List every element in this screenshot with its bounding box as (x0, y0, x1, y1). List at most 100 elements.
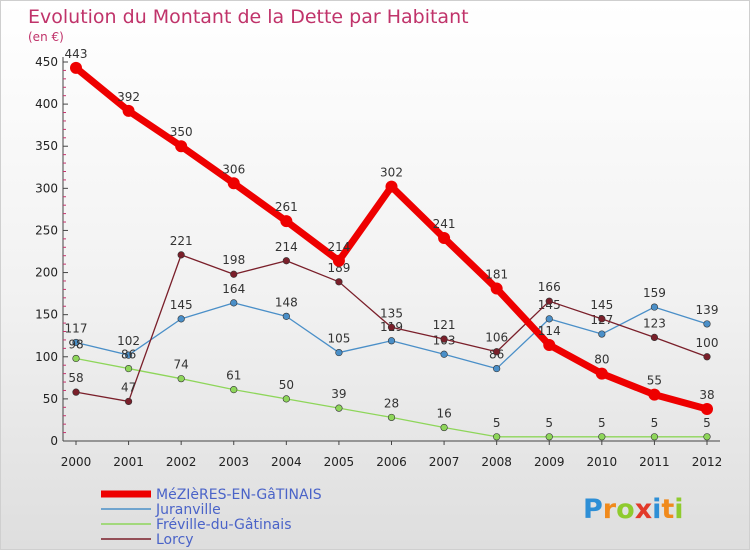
data-point (438, 232, 451, 245)
data-label: 135 (380, 306, 403, 320)
data-label: 58 (68, 371, 83, 385)
data-point (440, 335, 448, 343)
data-label: 164 (222, 282, 245, 296)
data-label: 302 (380, 166, 403, 180)
y-tick-label: 200 (35, 266, 58, 280)
x-tick-label: 2012 (692, 455, 723, 469)
data-point (230, 386, 238, 394)
data-label: 61 (226, 369, 241, 383)
data-point (282, 395, 290, 403)
legend-entry: MéZIèRES-EN-GâTINAIS (156, 487, 322, 503)
x-tick-label: 2004 (271, 455, 302, 469)
data-point (227, 177, 240, 190)
data-label: 350 (170, 125, 193, 139)
data-label: 5 (703, 416, 711, 430)
y-tick-label: 350 (35, 139, 58, 153)
x-tick-label: 2008 (481, 455, 512, 469)
series-1: 11710214516414810511910386145127159139 (65, 282, 719, 373)
data-point (72, 388, 80, 396)
data-point (595, 367, 608, 380)
data-point (280, 215, 293, 228)
logo-letter: o (616, 494, 635, 525)
data-label: 121 (433, 318, 456, 332)
data-point (177, 251, 185, 259)
data-point (493, 433, 501, 441)
y-tick-label: 250 (35, 223, 58, 237)
data-point (387, 323, 396, 331)
data-label: 74 (174, 358, 189, 372)
data-label: 392 (117, 90, 140, 104)
logo-letter: i (674, 494, 683, 525)
x-tick-label: 2007 (429, 455, 460, 469)
data-point (282, 257, 290, 265)
data-point (124, 351, 133, 359)
data-label: 5 (493, 416, 501, 430)
data-label: 100 (696, 336, 719, 350)
data-label: 221 (170, 234, 193, 248)
data-label: 145 (590, 298, 613, 312)
data-label: 105 (327, 332, 350, 346)
data-point (648, 388, 661, 401)
data-label: 39 (331, 387, 346, 401)
y-tick-label: 150 (35, 308, 58, 322)
legend-entry: Lorcy (156, 532, 194, 548)
data-label: 189 (327, 261, 350, 275)
data-label: 443 (65, 47, 88, 61)
data-label: 38 (699, 388, 714, 402)
data-point (703, 320, 711, 328)
data-point (598, 315, 606, 323)
data-label: 241 (433, 217, 456, 231)
data-label: 5 (651, 416, 659, 430)
data-point (598, 433, 606, 441)
y-tick-label: 450 (35, 55, 58, 69)
data-label: 50 (279, 378, 294, 392)
x-tick-label: 2000 (61, 455, 92, 469)
data-point (490, 282, 503, 295)
data-point (124, 364, 133, 373)
series-0: 443 392 350 306 261 214 302 241 181 114 80 55 38 (65, 47, 715, 415)
x-tick-label: 2010 (587, 455, 618, 469)
data-point (703, 353, 711, 361)
data-label: 306 (222, 162, 245, 176)
data-label: 261 (275, 200, 298, 214)
data-point (543, 338, 556, 351)
data-point (230, 270, 238, 278)
data-label: 139 (696, 303, 719, 317)
data-label: 166 (538, 280, 561, 294)
data-point (332, 254, 345, 267)
data-point (175, 140, 188, 153)
data-label: 159 (643, 286, 666, 300)
legend-entry: Fréville-du-Gâtinais (156, 517, 291, 533)
data-point (545, 297, 553, 305)
data-label: 123 (643, 316, 666, 330)
x-tick-label: 2005 (324, 455, 355, 469)
data-point (387, 337, 396, 345)
data-label: 55 (647, 374, 662, 388)
data-point (335, 348, 343, 357)
data-point (545, 433, 553, 441)
data-point (440, 350, 448, 358)
y-tick-label: 0 (50, 434, 58, 448)
data-label: 80 (594, 353, 609, 367)
data-point (545, 315, 553, 323)
data-point (650, 333, 659, 342)
data-label: 145 (538, 298, 561, 312)
unit-label: (en €) (28, 30, 64, 44)
data-label: 214 (275, 240, 298, 254)
legend-entry: Juranville (155, 502, 221, 518)
data-label: 106 (485, 331, 508, 345)
logo-letter: i (652, 494, 661, 525)
data-point (70, 61, 82, 74)
data-label: 145 (170, 298, 193, 312)
data-label: 117 (65, 321, 88, 335)
proxiti-logo: Proxiti (583, 494, 684, 525)
data-label: 198 (222, 253, 245, 267)
y-tick-label: 50 (43, 392, 58, 406)
logo-letter: t (661, 494, 674, 525)
x-tick-label: 2009 (534, 455, 565, 469)
data-point (387, 413, 396, 422)
data-label: 47 (121, 380, 136, 394)
data-label: 5 (545, 416, 553, 430)
series-lines: 1171021451641481051191038614512715913998… (65, 47, 719, 441)
